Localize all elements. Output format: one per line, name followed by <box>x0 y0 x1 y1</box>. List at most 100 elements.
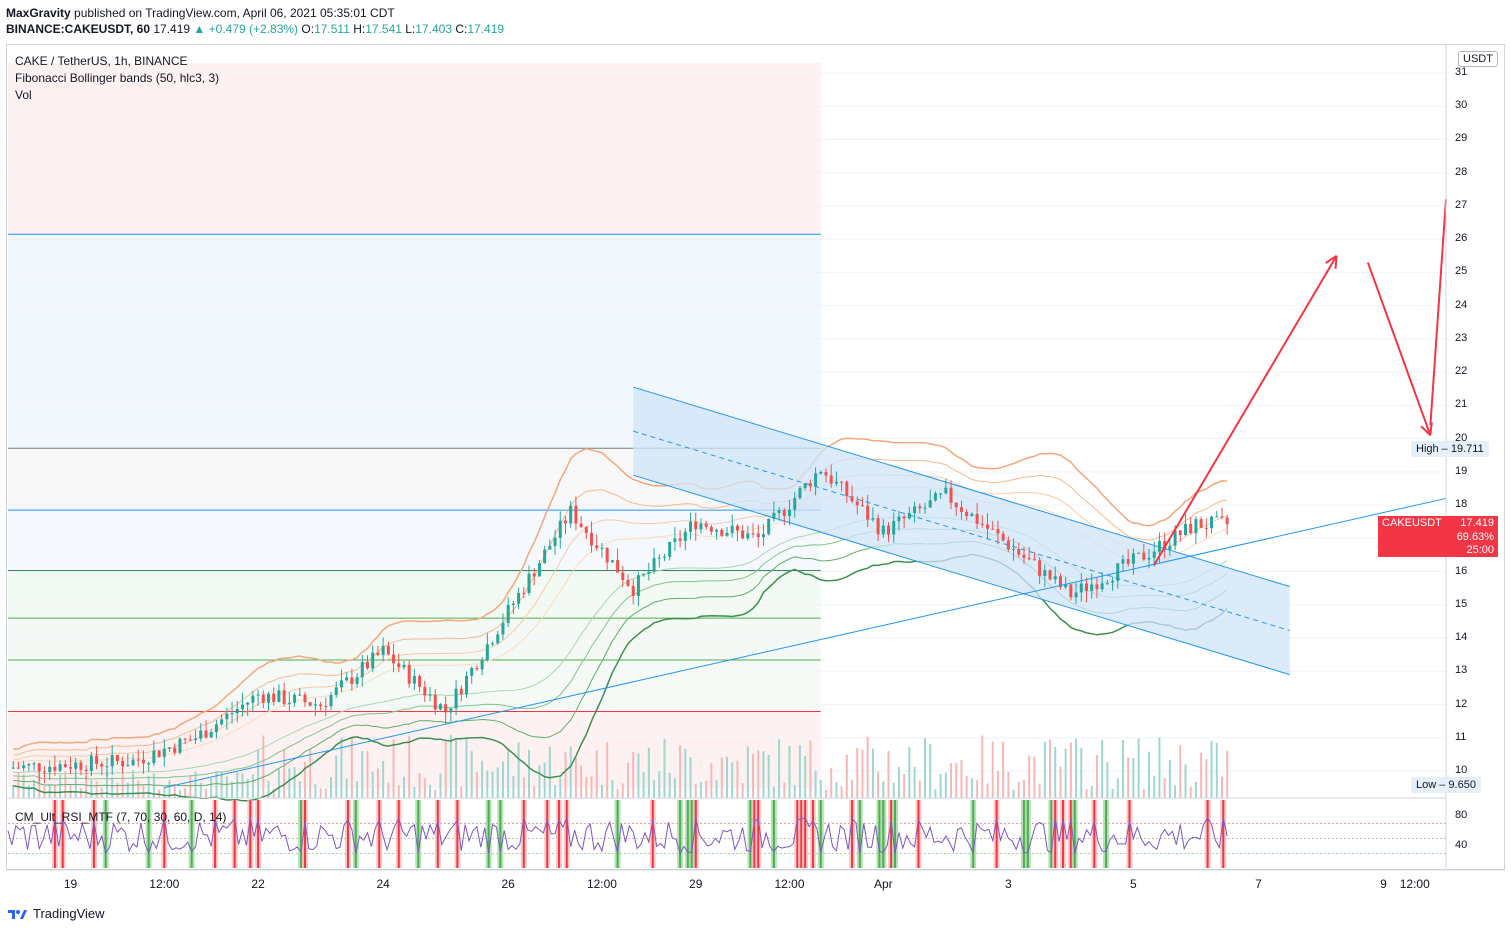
volume-bar <box>27 785 30 798</box>
candle-body <box>272 693 276 703</box>
candle-body <box>1006 540 1010 550</box>
candle-body <box>986 524 990 529</box>
candle-body <box>887 525 891 535</box>
indicator-volume[interactable]: Vol <box>15 88 32 102</box>
candle-body <box>501 622 505 635</box>
rsi-signal-bar <box>249 800 252 868</box>
price-tick: 10 <box>1455 764 1468 776</box>
candle-body <box>214 724 218 733</box>
volume-bar <box>319 788 322 798</box>
rsi-signal-bar <box>858 800 861 868</box>
candle-body <box>532 573 536 577</box>
candle-body <box>1043 570 1047 576</box>
rsi-signal-bar <box>804 800 807 868</box>
indicator-fib-bb[interactable]: Fibonacci Bollinger bands (50, hlc3, 3) <box>15 71 220 85</box>
candle-body <box>965 511 969 517</box>
tradingview-footer[interactable]: TradingView <box>7 906 105 921</box>
candle-body <box>871 518 875 520</box>
candle-body <box>767 518 771 535</box>
low-label: L: <box>405 22 416 36</box>
candle-body <box>678 538 682 541</box>
projection-arrow-line <box>1366 262 1432 436</box>
candle-body <box>89 755 93 772</box>
candle-body <box>444 704 448 713</box>
volume-bar <box>517 742 520 798</box>
descending-channel <box>633 386 1290 676</box>
candle-body <box>397 663 401 668</box>
rsi-signal-bar <box>53 800 56 868</box>
chart-title: CAKE / TetherUS, 1h, BINANCE <box>15 54 188 68</box>
volume-bar <box>257 750 260 798</box>
candle-body <box>392 654 396 664</box>
rsi-signal-bar <box>679 800 682 868</box>
volume-bar <box>59 774 62 798</box>
volume-bar <box>705 780 708 798</box>
volume-bar <box>220 772 223 798</box>
candle-body <box>860 505 864 507</box>
candle-body <box>1058 576 1062 588</box>
candle-body <box>683 531 687 541</box>
candle-body <box>115 755 119 761</box>
volume-bar <box>939 773 942 798</box>
projection-arrow-head <box>1334 255 1338 269</box>
volume-bar <box>1080 747 1083 798</box>
candle-body <box>459 688 463 695</box>
candle-body <box>1121 559 1125 564</box>
price-tick: 15 <box>1455 597 1468 610</box>
rsi-signal-bar <box>1062 800 1065 868</box>
candle-body <box>1032 559 1036 561</box>
volume-bar <box>475 772 478 798</box>
volume-bar <box>637 753 640 798</box>
rsi-signal-bar <box>686 800 689 868</box>
candle-body <box>735 525 739 531</box>
volume-bar <box>460 786 463 798</box>
volume-bar <box>429 784 432 798</box>
rsi-signal-bar <box>995 800 998 868</box>
candle-body <box>449 708 453 713</box>
volume-bar <box>996 770 999 798</box>
candle-body <box>1105 582 1109 584</box>
volume-bar <box>981 735 984 798</box>
candle-body <box>1225 517 1229 525</box>
volume-bar <box>944 772 947 798</box>
candle-body <box>438 704 442 710</box>
candle-body <box>668 541 672 557</box>
indicator-rsi[interactable]: CM_Ult_RSI_MTF (7, 70, 30, 60, D, 14) <box>15 810 227 824</box>
volume-bar <box>178 789 181 798</box>
volume-bar <box>871 748 874 798</box>
currency-unit[interactable]: USDT <box>1458 51 1498 67</box>
volume-bar <box>1215 742 1218 798</box>
candle-body <box>110 755 114 767</box>
candle-body <box>1204 527 1208 529</box>
price-tag-symbol: CAKEUSDT <box>1382 517 1442 529</box>
candle-body <box>308 702 312 706</box>
volume-bar <box>559 777 562 798</box>
volume-bar <box>215 771 218 798</box>
volume-bar <box>934 789 937 798</box>
candle-body <box>69 767 73 769</box>
candle-body <box>569 505 573 524</box>
candle-body <box>1152 551 1156 558</box>
candle-body <box>876 518 880 535</box>
candle-body <box>636 575 640 597</box>
rsi-signal-bar <box>436 800 439 868</box>
volume-bar <box>1184 764 1187 798</box>
candle-body <box>694 521 698 530</box>
candle-body <box>808 483 812 487</box>
volume-bar <box>48 784 51 798</box>
time-tick: 12:00 <box>149 877 180 891</box>
candle-body <box>178 738 182 753</box>
volume-bar <box>236 771 239 798</box>
candle-body <box>53 766 57 771</box>
volume-bar <box>590 776 593 798</box>
rsi-signal-bar <box>917 800 920 868</box>
candle-body <box>324 706 328 708</box>
candle-body <box>27 763 31 766</box>
candle-body <box>246 702 250 705</box>
rsi-signal-bar <box>796 800 799 868</box>
price-tick: 16 <box>1455 564 1468 577</box>
candle-body <box>100 763 104 767</box>
volume-bar <box>147 776 150 798</box>
volume-bar <box>793 784 796 798</box>
